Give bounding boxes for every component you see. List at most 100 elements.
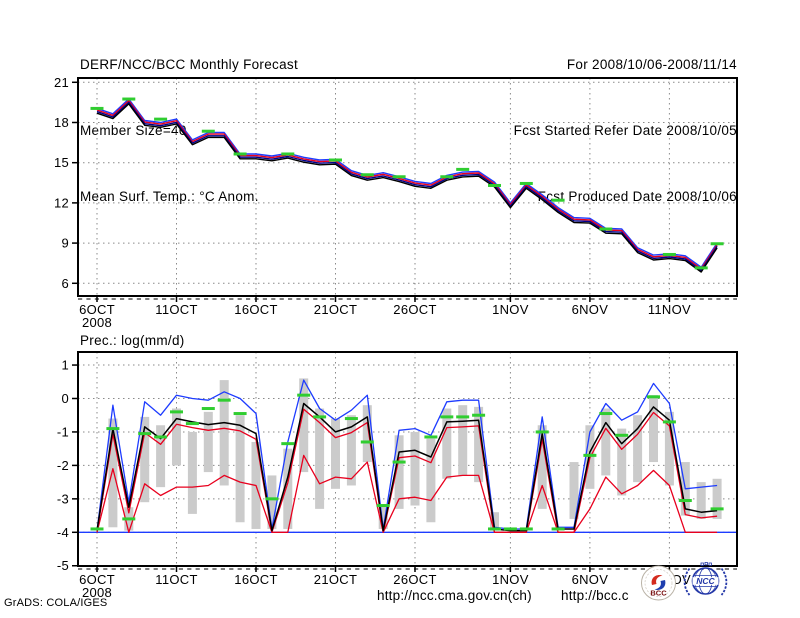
obs-dash [122, 517, 136, 521]
x-tick-label: 6OCT [79, 572, 115, 587]
obs-dash [122, 97, 136, 101]
series-navy-line [96, 101, 718, 272]
ensemble-spread-bar [219, 380, 229, 486]
y-tick-label: 15 [54, 155, 69, 170]
obs-dash [90, 527, 104, 531]
prec-chart-title: Prec.: log(mm/d) [80, 333, 185, 348]
temp-chart-title: Mean Surf. Temp.: °C Anom. [80, 189, 259, 204]
obs-dash [599, 227, 613, 231]
ensemble-spread-bar [156, 425, 166, 488]
obs-dash [376, 504, 390, 508]
x-tick-label: 11NOV [648, 302, 691, 317]
obs-dash [551, 198, 565, 202]
ensemble-spread-bar [108, 418, 118, 528]
bcc-logo: BCC [640, 564, 677, 608]
y-tick-label: -2 [57, 458, 69, 473]
ensemble-spread-bar [490, 512, 499, 531]
series-max-blue [96, 379, 718, 531]
obs-dash [488, 183, 501, 187]
plot-frame [77, 77, 738, 297]
ensemble-spread-bar [458, 405, 468, 476]
ncc-url: http://ncc.cma.gov.cn(ch) [377, 588, 532, 603]
ncc-logo-text: NCC [696, 576, 715, 586]
ensemble-spread-bar [712, 478, 722, 519]
ensemble-spread-bar [299, 378, 309, 473]
ensemble-spread-bar [649, 395, 658, 463]
x-tick-label: 16OCT [234, 572, 277, 587]
series-black-line [96, 103, 718, 273]
obs-dash [647, 395, 660, 399]
bcc-logo-inner-ring [644, 569, 673, 597]
ensemble-spread-bar [378, 505, 388, 529]
ensemble-spread-bar [410, 431, 420, 506]
y-tick-label: 1 [61, 358, 69, 373]
ensemble-spread-bar [537, 425, 547, 509]
x-tick-label: 6NOV [572, 572, 609, 587]
obs-dash [281, 152, 295, 156]
bcc-swirl-blue [654, 580, 666, 590]
refer-date: Fcst Started Refer Date 2008/10/05 [513, 123, 737, 138]
obs-dash [233, 152, 247, 156]
obs-dash [201, 129, 215, 133]
y-tick-label: -3 [57, 491, 69, 506]
header-left: DERF/NCC/BCC Monthly Forecast Member Siz… [80, 10, 298, 252]
ncc-logo: NCC [679, 561, 732, 607]
ncc-logo-band [692, 577, 719, 585]
obs-dash [551, 527, 565, 531]
y-tick-label: -5 [57, 558, 69, 573]
obs-dash [599, 412, 613, 416]
obs-dash [154, 435, 168, 439]
ensemble-spread-bar [140, 416, 150, 503]
obs-dash [440, 415, 454, 419]
ensemble-spread-bar [362, 405, 372, 463]
plot-frame [77, 351, 738, 567]
obs-dash [456, 415, 470, 419]
forecast-period: For 2008/10/06-2008/11/14 [566, 57, 737, 72]
obs-dash [535, 430, 549, 434]
x-tick-label: 6OCT [79, 302, 115, 317]
y-tick-label: 0 [61, 391, 69, 406]
x-tick-label: 6NOV [572, 302, 609, 317]
ensemble-spread-bar [442, 408, 452, 479]
obs-dash [360, 440, 374, 444]
obs-dash [678, 499, 692, 503]
obs-dash [281, 442, 295, 446]
obs-dash [154, 117, 168, 121]
obs-dash [313, 415, 327, 419]
ensemble-spread-bar [426, 438, 436, 523]
y-tick-label: 6 [61, 276, 69, 291]
obs-dash [503, 527, 517, 531]
grads-credit: GrADS: COLA/IGES [4, 597, 108, 609]
obs-dash [170, 410, 183, 414]
obs-dash [106, 427, 120, 431]
ncc-logo-emblem: NCC [683, 561, 728, 596]
ensemble-spread-bar [569, 462, 579, 519]
obs-dash [488, 527, 501, 531]
y-tick-label: 9 [61, 236, 69, 251]
series-mean-black [96, 402, 718, 532]
obs-dash [472, 413, 486, 417]
obs-dash [233, 412, 247, 416]
ensemble-spread-bar [394, 435, 404, 509]
x-tick-label: 21OCT [314, 572, 357, 587]
ensemble-spread-bar [664, 411, 674, 486]
bcc-logo-emblem: BCC [641, 565, 676, 601]
x-tick-label: 1NOV [492, 302, 529, 317]
ensemble-spread-bar [235, 415, 245, 523]
ensemble-spread-bar [696, 482, 706, 519]
obs-dash [265, 497, 279, 501]
obs-dash [424, 435, 438, 439]
ensemble-spread-bar [315, 408, 325, 509]
obs-dash [297, 393, 311, 397]
obs-dash [583, 453, 597, 457]
obs-dash [519, 181, 533, 185]
x-tick-label: 1NOV [492, 572, 529, 587]
x-tick-label: 16OCT [234, 302, 277, 317]
obs-dash [138, 432, 152, 436]
obs-dash [519, 527, 533, 531]
ensemble-spread-bar [203, 411, 213, 473]
obs-dash [185, 422, 199, 426]
